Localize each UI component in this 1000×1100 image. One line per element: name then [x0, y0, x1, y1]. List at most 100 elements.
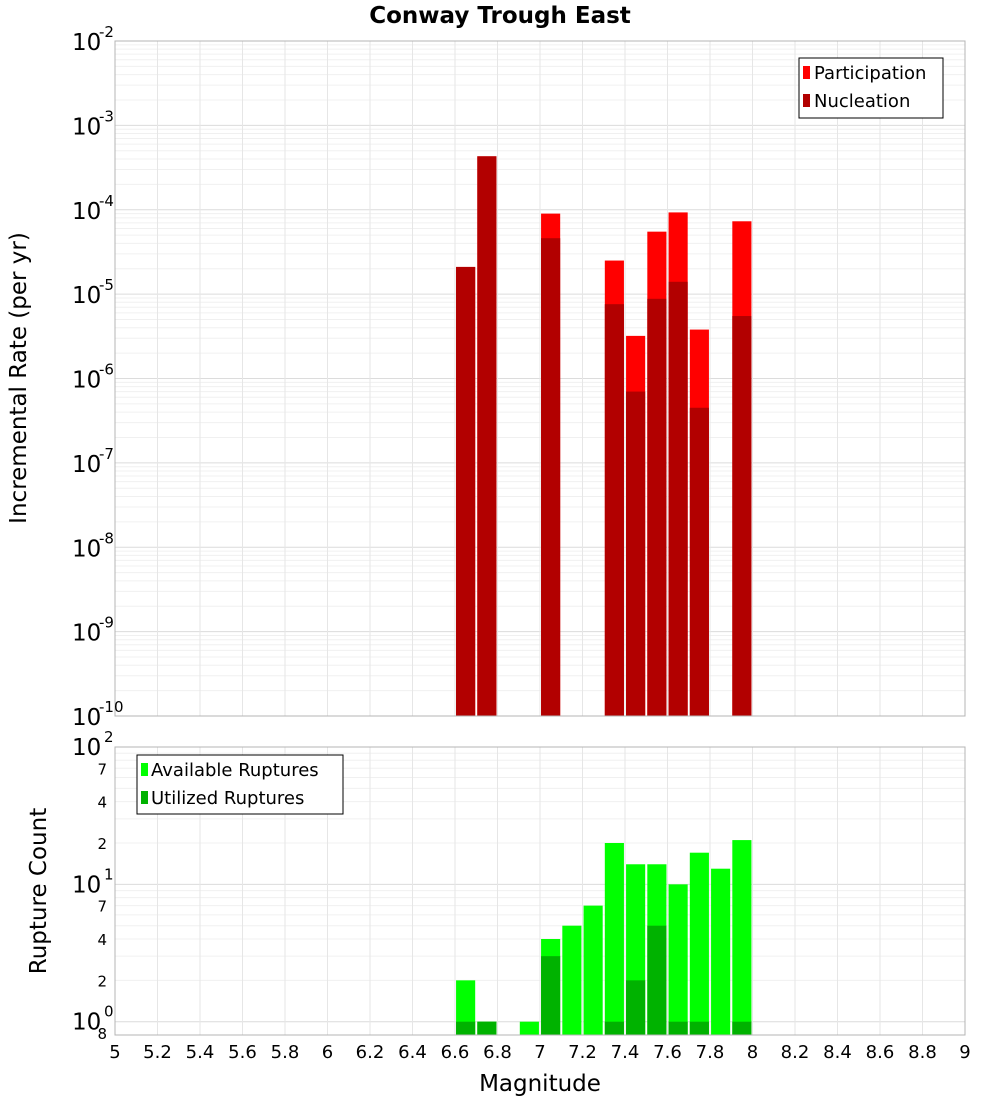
legend-label: Available Ruptures	[151, 760, 319, 781]
legend-swatch	[141, 791, 148, 804]
top-legend: Participation Nucleation	[798, 57, 944, 119]
utilized-ruptures-bar	[541, 956, 561, 1035]
top-panel-rate-chart: 10-1010-910-810-710-610-510-410-310-2Par…	[72, 23, 966, 731]
x-tick-label: 5	[109, 1042, 120, 1063]
nucleation-bar	[668, 281, 688, 716]
bottom-legend-box	[136, 754, 344, 815]
utilized-ruptures-bar	[668, 1021, 688, 1035]
x-tick-label: 6.6	[441, 1042, 470, 1063]
legend-label: Participation	[814, 63, 926, 84]
available-ruptures-bar	[562, 925, 582, 1035]
bottom-y-tick-exponent: 0	[104, 1003, 114, 1021]
nucleation-bar	[732, 316, 752, 716]
legend-label: Nucleation	[814, 91, 910, 112]
top-y-tick-base: 10	[72, 705, 101, 731]
bottom-y-minor-label: 2	[97, 972, 107, 990]
nucleation-bar	[456, 266, 476, 716]
x-tick-label: 5.8	[271, 1042, 300, 1063]
top-y-tick-exponent: -8	[99, 529, 114, 547]
utilized-ruptures-bar	[477, 1021, 497, 1035]
bottom-y-minor-label: 7	[97, 898, 107, 916]
legend-swatch	[803, 66, 810, 79]
x-tick-label: 8.4	[823, 1042, 852, 1063]
legend-swatch	[141, 763, 148, 776]
top-y-tick-exponent: -7	[99, 445, 114, 463]
top-y-tick-base: 10	[72, 199, 101, 225]
top-y-tick-label: 10-8	[72, 529, 114, 562]
top-y-tick-exponent: -10	[99, 698, 124, 716]
x-tick-label: 7.2	[568, 1042, 597, 1063]
bottom-legend: Available Ruptures Utilized Ruptures	[136, 754, 344, 815]
bottom-y-tick-label: 10 1	[72, 865, 114, 898]
nucleation-bar	[626, 391, 646, 716]
available-ruptures-bar	[456, 980, 476, 1035]
x-tick-label: 6	[322, 1042, 333, 1063]
available-ruptures-bar	[732, 840, 752, 1035]
x-tick-label: 5.6	[228, 1042, 257, 1063]
bottom-y-minor-label: 7	[97, 760, 107, 778]
x-tick-label: 7	[534, 1042, 545, 1063]
x-tick-label: 5.4	[186, 1042, 215, 1063]
nucleation-bar	[604, 304, 624, 716]
available-ruptures-bar	[604, 843, 624, 1035]
available-ruptures-bar	[711, 868, 731, 1035]
available-ruptures-bar	[689, 852, 709, 1035]
nucleation-bar	[689, 407, 709, 716]
top-y-tick-exponent: -9	[99, 614, 114, 632]
available-ruptures-bar	[668, 884, 688, 1035]
nucleation-bar	[477, 156, 497, 717]
top-y-tick-label: 10-9	[72, 614, 114, 647]
x-tick-label: 5.2	[143, 1042, 172, 1063]
bottom-y-axis-label: Rupture Count	[26, 808, 52, 974]
legend-swatch	[803, 94, 810, 107]
bottom-plot-frame	[114, 746, 966, 1036]
bottom-y-tick-base: 10	[72, 1010, 101, 1036]
legend-label: Utilized Ruptures	[151, 788, 304, 809]
top-y-tick-exponent: -4	[99, 192, 114, 210]
x-tick-label: 7.8	[696, 1042, 725, 1063]
x-tick-label: 8.8	[908, 1042, 937, 1063]
top-y-tick-label: 10-4	[72, 192, 114, 225]
chart-title: Conway Trough East	[369, 3, 631, 29]
top-y-tick-base: 10	[72, 621, 101, 647]
top-y-tick-base: 10	[72, 114, 101, 140]
nucleation-bar	[541, 238, 561, 716]
top-y-tick-label: 10-5	[72, 276, 114, 309]
top-y-tick-label: 10-7	[72, 445, 114, 478]
x-tick-label: 7.6	[653, 1042, 682, 1063]
x-tick-label: 8.6	[866, 1042, 895, 1063]
bottom-y-tick-base: 10	[72, 872, 101, 898]
x-axis-label: Magnitude	[479, 1071, 601, 1097]
top-y-tick-exponent: -6	[99, 361, 114, 379]
top-y-tick-label: 10-3	[72, 107, 114, 140]
bottom-y-minor-label: 4	[97, 794, 107, 812]
top-y-tick-label: 10-2	[72, 23, 114, 56]
x-tick-label: 6.8	[483, 1042, 512, 1063]
bottom-y-tick-label: 10 0	[72, 1003, 114, 1036]
bottom-y-tick-exponent: 2	[104, 728, 114, 746]
utilized-ruptures-bar	[689, 1021, 709, 1035]
top-plot-frame	[114, 40, 966, 717]
available-ruptures-bar	[583, 905, 603, 1035]
bottom-y-tick-label: 10 2	[72, 728, 114, 761]
top-y-tick-label: 10-6	[72, 361, 114, 394]
x-tick-label: 8	[747, 1042, 758, 1063]
top-y-tick-exponent: -3	[99, 107, 114, 125]
utilized-ruptures-bar	[647, 925, 667, 1035]
x-tick-label: 6.2	[356, 1042, 385, 1063]
top-y-tick-exponent: -5	[99, 276, 114, 294]
top-y-tick-base: 10	[72, 368, 101, 394]
bottom-y-minor-label: 2	[97, 835, 107, 853]
bottom-y-tick-exponent: 1	[104, 865, 114, 883]
top-y-tick-exponent: -2	[99, 23, 114, 41]
utilized-ruptures-bar	[626, 980, 646, 1035]
top-y-tick-base: 10	[72, 536, 101, 562]
bottom-y-minor-label: 8	[97, 1025, 107, 1043]
top-y-axis-label: Incremental Rate (per yr)	[6, 232, 32, 524]
bottom-y-tick-base: 10	[72, 735, 101, 761]
utilized-ruptures-bar	[456, 1021, 476, 1035]
top-legend-box	[798, 57, 944, 119]
utilized-ruptures-bar	[604, 1021, 624, 1035]
top-y-tick-base: 10	[72, 283, 101, 309]
